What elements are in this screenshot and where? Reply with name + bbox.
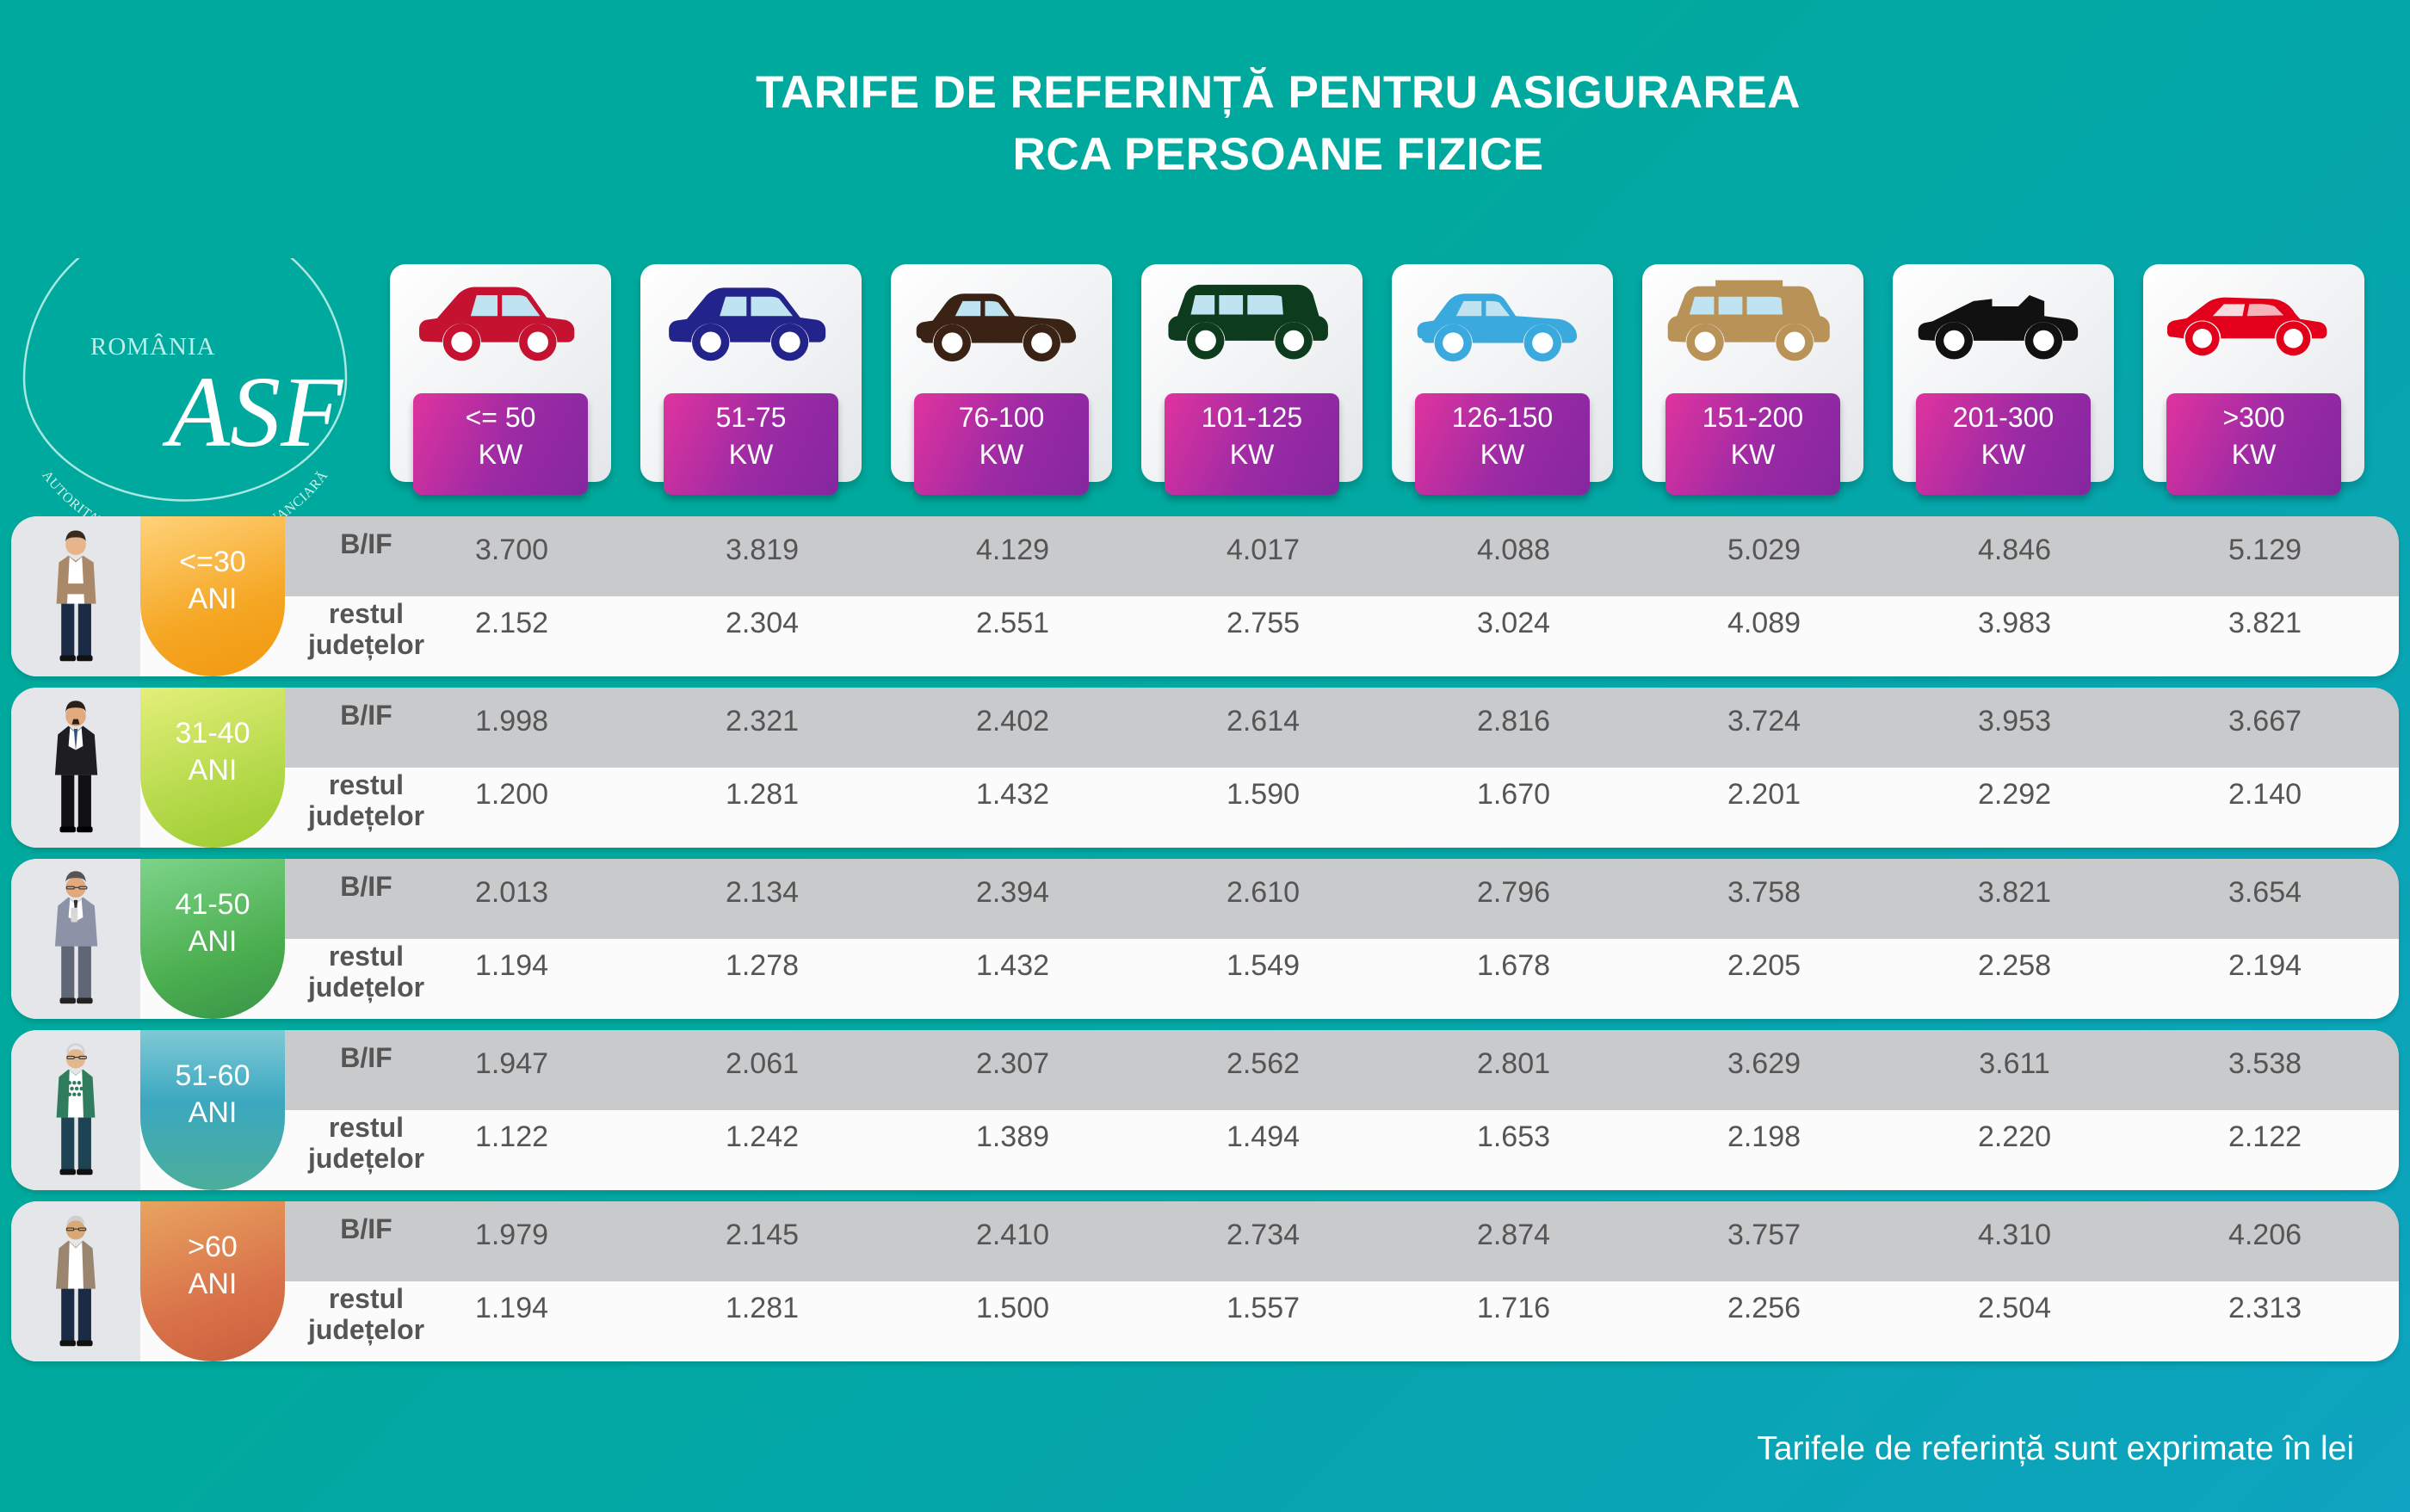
svg-text:ASF: ASF (162, 355, 344, 468)
